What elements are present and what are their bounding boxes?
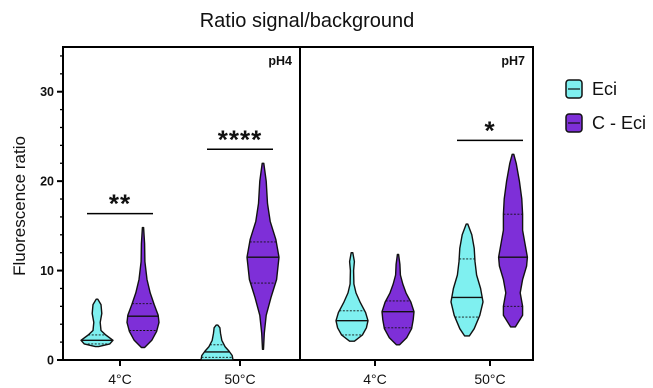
chart-title: Ratio signal/background	[200, 10, 415, 32]
panel-frame	[299, 46, 534, 361]
violin-c-eci	[497, 153, 529, 328]
violin-c-eci	[126, 226, 160, 349]
violin-eci	[450, 223, 484, 337]
x-tick-label: 50°C	[474, 371, 505, 387]
y-tick-label: 0	[47, 354, 54, 368]
violin-c-eci	[246, 162, 280, 350]
legend: Eci C - Eci	[565, 79, 646, 133]
significance-label: *	[484, 115, 495, 145]
panel-label: pH4	[268, 54, 292, 68]
y-tick-label: 10	[40, 264, 54, 278]
y-tick-label: 20	[40, 175, 54, 189]
y-axis-label: Fluorescence ratio	[10, 136, 29, 276]
y-tick-label: 30	[40, 85, 54, 99]
violin-c-eci	[381, 253, 415, 346]
legend-label: Eci	[592, 79, 617, 99]
significance-label: **	[109, 189, 131, 219]
x-tick-label: 4°C	[363, 371, 387, 387]
x-tick-label: 50°C	[224, 371, 255, 387]
plot-area: 0 10 20 30 pH4 4°C ** 50°C **** pH7 4°C 50°C *	[40, 46, 534, 387]
significance-label: ****	[218, 124, 262, 154]
violin-eci	[80, 298, 114, 348]
violin-eci	[200, 324, 234, 361]
x-tick-label: 4°C	[108, 371, 132, 387]
panel-label: pH7	[501, 54, 525, 68]
legend-label: C - Eci	[592, 113, 646, 133]
violin-eci	[335, 252, 369, 342]
